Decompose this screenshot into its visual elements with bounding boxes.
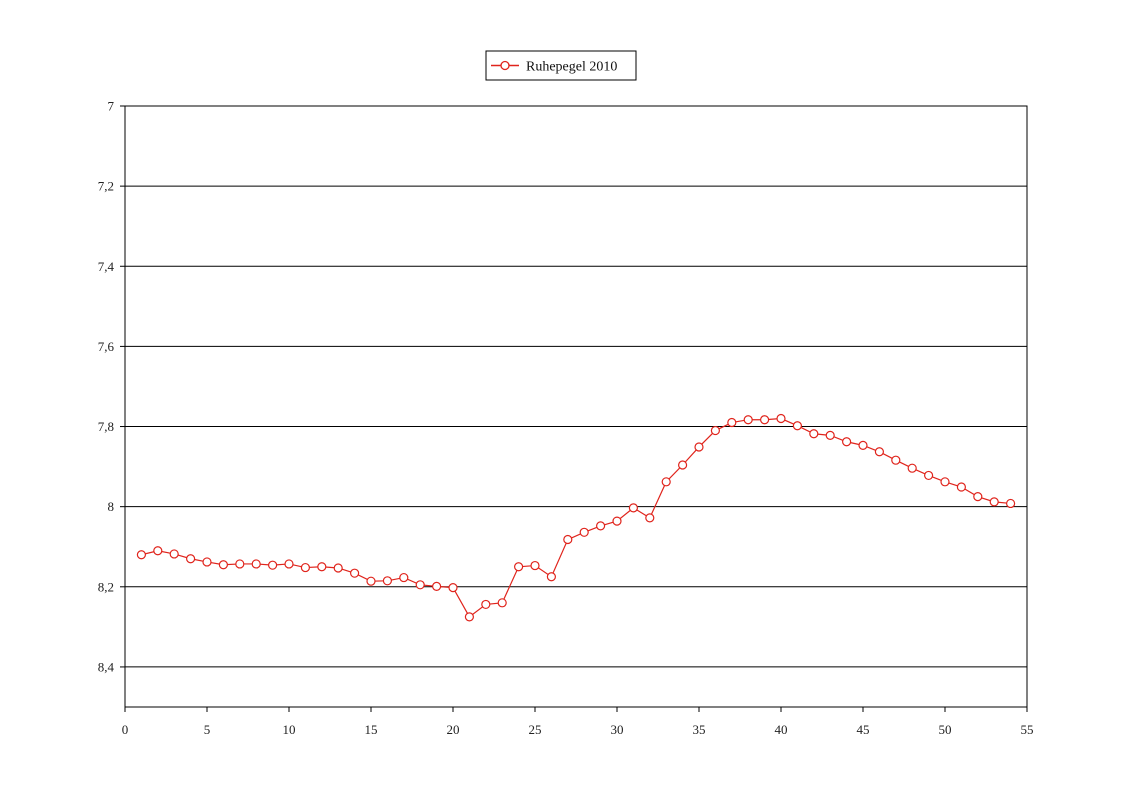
data-point <box>448 583 458 593</box>
data-point <box>710 425 721 436</box>
data-point <box>923 470 934 481</box>
data-point <box>268 560 278 570</box>
data-point <box>169 549 179 559</box>
data-point <box>153 546 163 556</box>
data-point <box>727 417 737 428</box>
data-point <box>202 557 212 567</box>
data-point <box>628 503 639 513</box>
y-axis: 7 7,2 7,4 7,6 7,8 8 8,2 8,4 <box>98 99 125 674</box>
x-tick-label: 25 <box>529 722 542 737</box>
data-point <box>776 413 786 424</box>
data-point <box>694 442 704 452</box>
y-tick-label: 7 <box>108 99 115 114</box>
data-point <box>1005 498 1016 509</box>
data-point <box>809 429 819 439</box>
data-point <box>874 447 885 457</box>
data-point <box>612 516 622 526</box>
y-tick-label: 7,2 <box>98 179 114 194</box>
y-tick-label: 8,2 <box>98 579 114 594</box>
data-point <box>841 437 852 447</box>
x-tick-label: 40 <box>775 722 788 737</box>
data-point <box>235 559 245 569</box>
x-axis: 0 5 10 15 20 25 30 35 40 45 50 55 <box>122 707 1034 737</box>
x-tick-label: 10 <box>283 722 296 737</box>
data-point <box>284 559 294 569</box>
data-point <box>333 563 343 573</box>
data-point <box>661 477 671 487</box>
data-point <box>546 572 557 582</box>
data-point <box>136 550 146 560</box>
data-point <box>382 576 392 586</box>
data-point <box>825 430 835 440</box>
plot-area-frame <box>124 105 1028 708</box>
data-point <box>858 440 868 450</box>
data-point <box>218 560 228 570</box>
x-tick-label: 50 <box>939 722 952 737</box>
data-point <box>350 568 360 578</box>
data-point <box>497 598 507 608</box>
data-point <box>300 562 310 573</box>
legend: Ruhepegel 2010 <box>485 50 637 81</box>
data-point <box>432 581 442 591</box>
legend-marker-swatch <box>500 60 510 71</box>
data-point <box>891 455 901 465</box>
data-point <box>759 415 770 425</box>
data-point <box>595 521 606 531</box>
data-point <box>186 554 196 564</box>
x-tick-label: 15 <box>365 722 378 737</box>
data-point <box>317 562 327 572</box>
x-tick-label: 35 <box>693 722 706 737</box>
data-point <box>645 513 655 523</box>
series-ruhepegel <box>136 413 1016 622</box>
data-point <box>956 482 967 492</box>
x-tick-label: 0 <box>122 722 129 737</box>
data-point <box>677 460 688 470</box>
x-tick-label: 55 <box>1021 722 1034 737</box>
data-point <box>563 534 573 545</box>
y-tick-label: 8,4 <box>98 659 115 674</box>
data-point <box>973 492 983 502</box>
data-point <box>464 612 474 622</box>
data-point <box>530 560 540 571</box>
x-tick-label: 5 <box>204 722 211 737</box>
y-tick-label: 7,6 <box>98 339 115 354</box>
data-point <box>940 477 950 487</box>
x-tick-label: 45 <box>857 722 870 737</box>
grid-lines <box>125 185 1027 668</box>
data-point <box>399 572 409 583</box>
data-point <box>481 599 491 610</box>
data-point <box>743 415 753 425</box>
data-point <box>513 562 524 572</box>
data-point <box>415 580 425 590</box>
y-tick-label: 8 <box>108 499 115 514</box>
data-point <box>792 421 803 431</box>
data-point <box>579 527 589 537</box>
data-point <box>366 576 376 586</box>
y-tick-label: 7,4 <box>98 259 115 274</box>
legend-entry-label: Ruhepegel 2010 <box>526 60 617 75</box>
x-tick-label: 20 <box>447 722 460 737</box>
data-point <box>907 463 917 473</box>
x-tick-label: 30 <box>611 722 624 737</box>
data-point <box>251 559 261 569</box>
data-point <box>989 497 999 507</box>
y-tick-label: 7,8 <box>98 419 114 434</box>
